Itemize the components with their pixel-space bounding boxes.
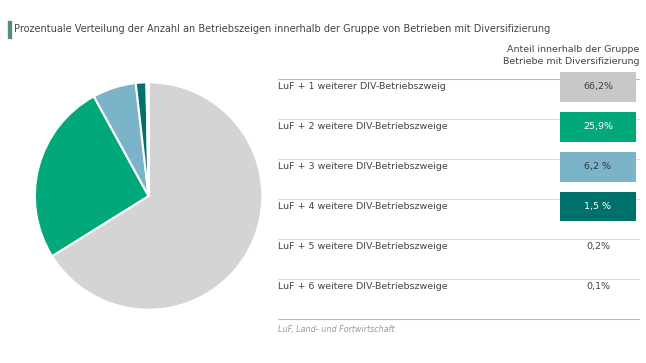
Text: 1,5 %: 1,5 % — [585, 202, 611, 211]
Text: Anteil innerhalb der Gruppe
Betriebe mit Diversifizierung: Anteil innerhalb der Gruppe Betriebe mit… — [503, 45, 640, 66]
Text: LuF + 1 weiterer DIV-Betriebszweig: LuF + 1 weiterer DIV-Betriebszweig — [278, 82, 446, 91]
FancyBboxPatch shape — [560, 152, 636, 182]
Text: LuF + 4 weitere DIV-Betriebszweige: LuF + 4 weitere DIV-Betriebszweige — [278, 202, 448, 211]
Text: LuF + 5 weitere DIV-Betriebszweige: LuF + 5 weitere DIV-Betriebszweige — [278, 242, 448, 251]
Text: LuF, Land- und Fortwirtschaft: LuF, Land- und Fortwirtschaft — [278, 325, 395, 334]
Wedge shape — [147, 82, 149, 196]
Text: Prozentuale Verteilung der Anzahl an Betriebszeigen innerhalb der Gruppe von Bet: Prozentuale Verteilung der Anzahl an Bet… — [14, 24, 550, 34]
Text: LuF + 3 weitere DIV-Betriebszweige: LuF + 3 weitere DIV-Betriebszweige — [278, 162, 448, 171]
Text: LuF + 2 weitere DIV-Betriebszweige: LuF + 2 weitere DIV-Betriebszweige — [278, 122, 448, 131]
FancyBboxPatch shape — [560, 112, 636, 142]
Wedge shape — [94, 83, 149, 196]
Text: 25,9%: 25,9% — [583, 122, 613, 131]
Wedge shape — [148, 82, 149, 196]
Text: 0,2%: 0,2% — [586, 242, 610, 251]
Wedge shape — [35, 96, 149, 256]
Wedge shape — [52, 82, 262, 310]
FancyBboxPatch shape — [560, 72, 636, 102]
Text: LuF + 6 weitere DIV-Betriebszweige: LuF + 6 weitere DIV-Betriebszweige — [278, 282, 448, 291]
FancyBboxPatch shape — [560, 192, 636, 221]
Wedge shape — [136, 82, 149, 196]
Text: 0,1%: 0,1% — [586, 282, 610, 291]
Text: 6,2 %: 6,2 % — [585, 162, 611, 171]
Text: 66,2%: 66,2% — [583, 82, 613, 91]
Bar — [8, 21, 11, 38]
